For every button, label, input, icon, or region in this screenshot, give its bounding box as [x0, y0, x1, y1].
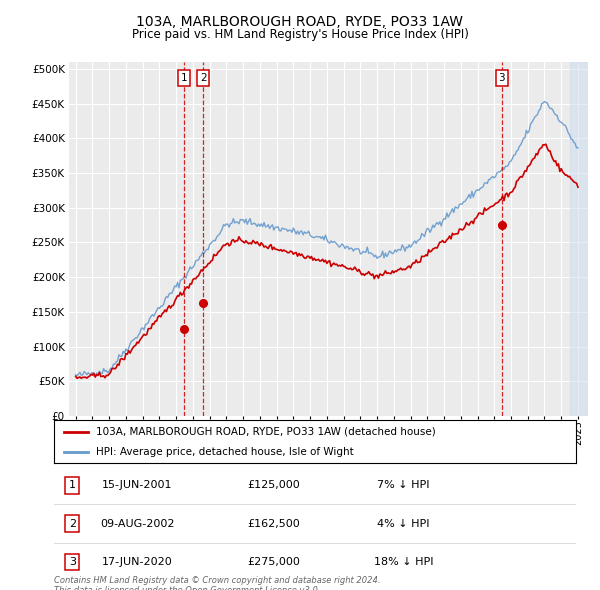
Text: 7% ↓ HPI: 7% ↓ HPI [377, 480, 430, 490]
Bar [569, 62, 592, 416]
Text: Contains HM Land Registry data © Crown copyright and database right 2024.: Contains HM Land Registry data © Crown c… [54, 576, 380, 585]
Text: £125,000: £125,000 [247, 480, 299, 490]
Text: Price paid vs. HM Land Registry's House Price Index (HPI): Price paid vs. HM Land Registry's House … [131, 28, 469, 41]
Text: £275,000: £275,000 [247, 557, 299, 567]
Text: 15-JUN-2001: 15-JUN-2001 [102, 480, 173, 490]
Text: 09-AUG-2002: 09-AUG-2002 [100, 519, 175, 529]
Text: 103A, MARLBOROUGH ROAD, RYDE, PO33 1AW: 103A, MARLBOROUGH ROAD, RYDE, PO33 1AW [137, 15, 464, 29]
Text: This data is licensed under the Open Government Licence v3.0.: This data is licensed under the Open Gov… [54, 586, 320, 590]
Text: HPI: Average price, detached house, Isle of Wight: HPI: Average price, detached house, Isle… [96, 447, 353, 457]
Text: 4% ↓ HPI: 4% ↓ HPI [377, 519, 430, 529]
Text: 3: 3 [69, 557, 76, 567]
Text: 103A, MARLBOROUGH ROAD, RYDE, PO33 1AW (detached house): 103A, MARLBOROUGH ROAD, RYDE, PO33 1AW (… [96, 427, 436, 437]
Text: 17-JUN-2020: 17-JUN-2020 [102, 557, 173, 567]
Text: 3: 3 [499, 73, 505, 83]
Text: 2: 2 [69, 519, 76, 529]
Text: 18% ↓ HPI: 18% ↓ HPI [374, 557, 433, 567]
Text: 1: 1 [69, 480, 76, 490]
Text: £162,500: £162,500 [247, 519, 299, 529]
Text: 1: 1 [181, 73, 187, 83]
Text: 2: 2 [200, 73, 206, 83]
